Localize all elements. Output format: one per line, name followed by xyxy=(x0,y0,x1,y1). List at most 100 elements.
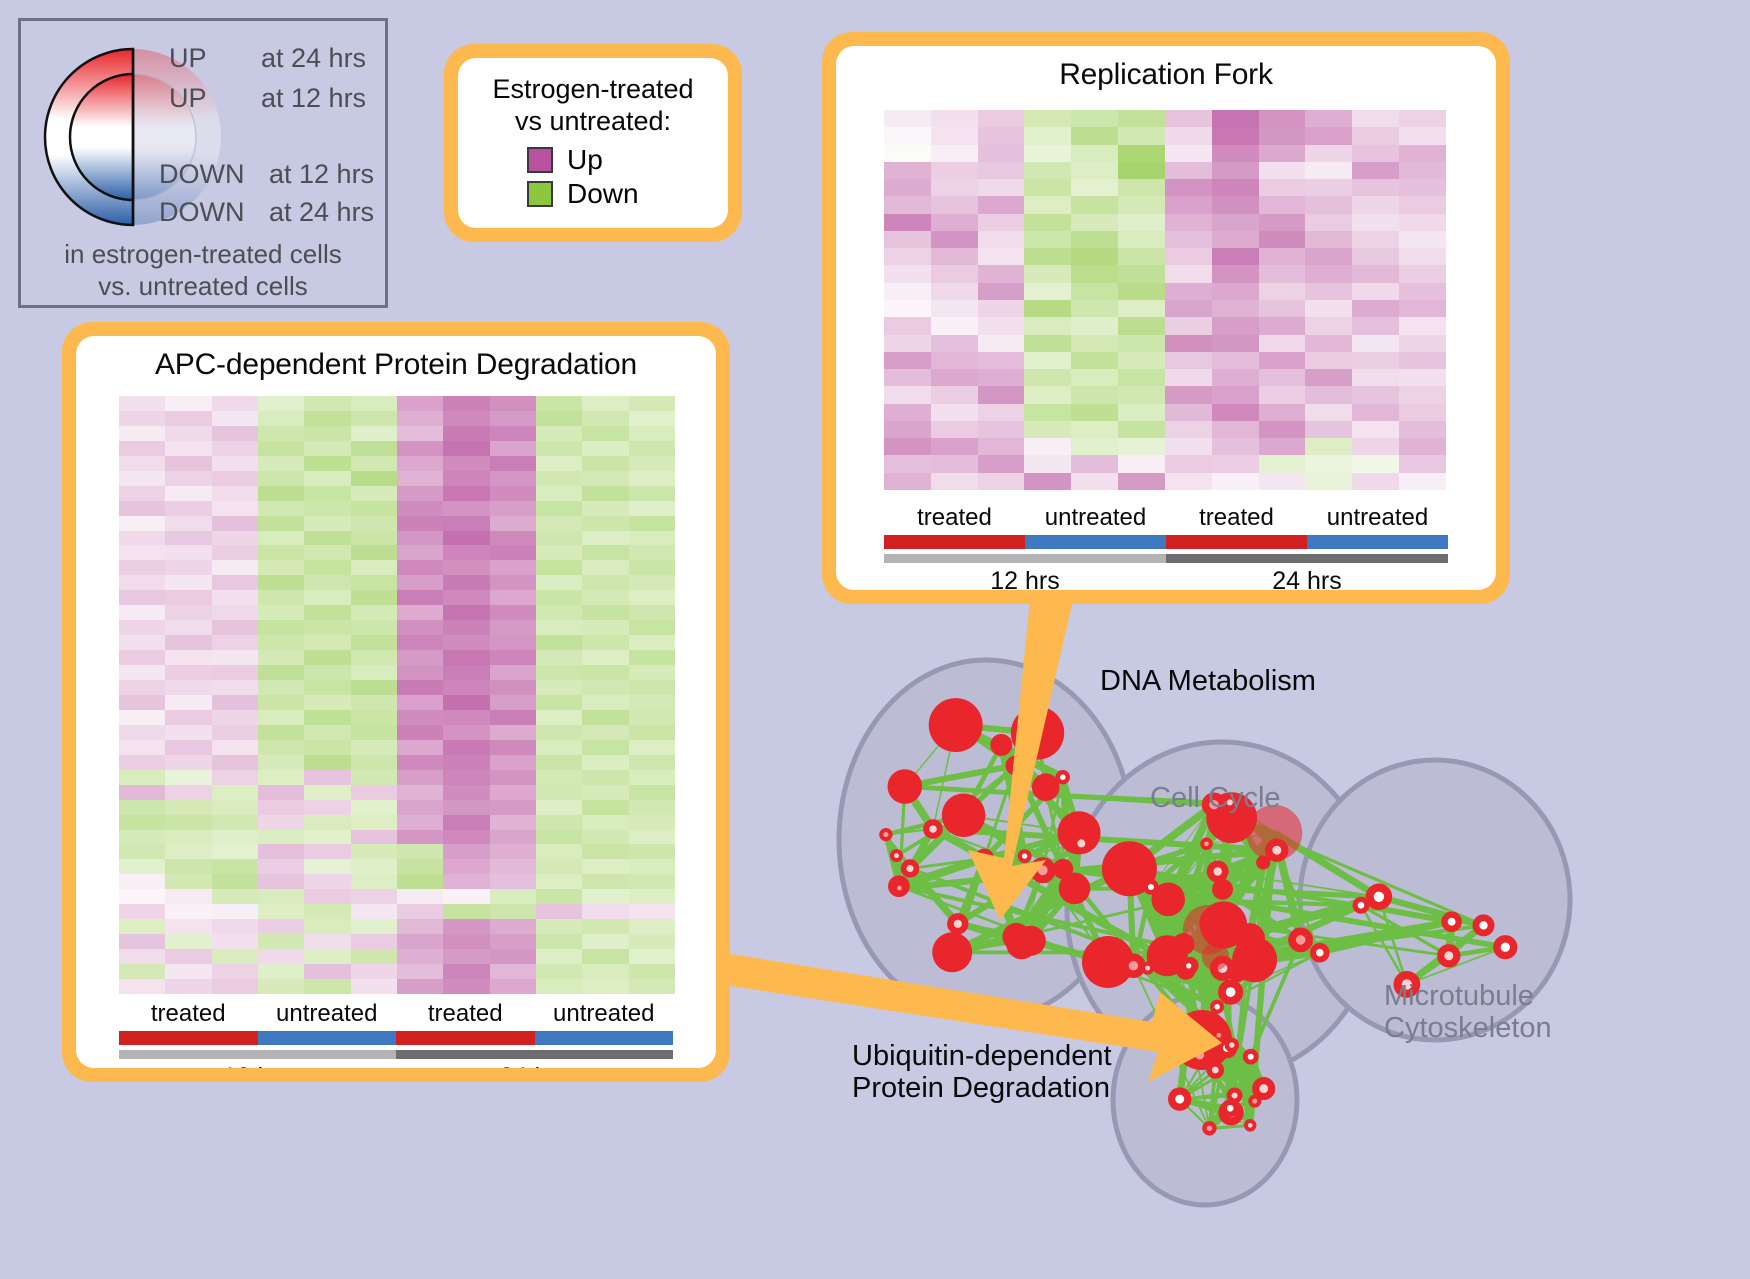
heatmap-cell xyxy=(930,334,978,352)
heatmap-cell xyxy=(396,979,444,994)
heatmap-cell xyxy=(1305,161,1353,180)
heatmap-cell xyxy=(489,784,536,800)
heatmap-cell xyxy=(1071,213,1119,231)
network-node xyxy=(1173,934,1189,951)
heatmap-cell xyxy=(1071,144,1119,162)
heatmap-cell xyxy=(257,934,305,950)
heatmap-cell xyxy=(396,769,444,785)
heatmap-cell xyxy=(304,859,351,875)
heatmap-cell xyxy=(1399,438,1446,456)
heatmap-cell xyxy=(1071,455,1119,473)
heatmap-cell xyxy=(443,724,490,740)
heatmap-cell xyxy=(1164,282,1212,300)
heatmap-cell xyxy=(443,904,490,920)
heatmap-cell xyxy=(1258,230,1306,249)
heatmap-cell xyxy=(582,874,629,890)
heatmap-cell xyxy=(350,934,397,950)
heatmap-cell xyxy=(257,889,305,905)
up-down-legend: Estrogen-treated vs untreated: Up Down xyxy=(444,44,742,242)
heatmap-cell xyxy=(257,440,305,456)
heatmap-cell xyxy=(350,724,397,740)
heatmap-cell xyxy=(119,844,166,860)
network-node xyxy=(1441,911,1462,932)
heatmap-cell xyxy=(1024,265,1072,283)
heatmap-cell xyxy=(489,889,536,905)
axis-treatment-segment xyxy=(119,1031,258,1045)
heatmap-cell xyxy=(930,144,978,162)
heatmap-cell xyxy=(165,530,212,546)
heatmap-cell xyxy=(1399,300,1446,318)
heatmap-cell xyxy=(1352,144,1400,162)
heatmap-cell xyxy=(257,500,305,516)
heatmap-cell xyxy=(1118,455,1165,473)
heatmap-cell xyxy=(1164,144,1212,162)
heatmap-cell xyxy=(257,694,305,710)
heatmap-cell xyxy=(1164,161,1212,180)
heatmap-cell xyxy=(1118,472,1165,490)
heatmap-cell xyxy=(1024,334,1072,352)
heatmap-cell xyxy=(582,919,629,935)
heatmap-cell xyxy=(119,440,166,456)
heatmap-cell xyxy=(443,635,490,651)
heatmap-cell xyxy=(628,440,675,456)
heatmap-cell xyxy=(628,560,675,576)
heatmap-cell xyxy=(1024,282,1072,300)
heatmap-cell xyxy=(1071,196,1119,214)
heatmap-cell xyxy=(628,814,675,830)
heatmap-cell xyxy=(396,904,444,920)
heatmap-cell xyxy=(443,680,490,695)
heatmap-cell xyxy=(443,620,490,636)
heatmap-cell xyxy=(165,575,212,591)
heatmap-cell xyxy=(535,410,583,426)
heatmap-cell xyxy=(304,844,351,860)
heatmap-cell xyxy=(396,620,444,636)
heatmap-cell xyxy=(396,814,444,830)
network-node xyxy=(1029,857,1056,884)
network-label-microtubule-cytoskeleton: Microtubule Cytoskeleton xyxy=(1384,980,1552,1045)
heatmap-cell xyxy=(977,230,1025,249)
heatmap-cell xyxy=(582,814,629,830)
heatmap-cell xyxy=(1258,455,1306,473)
heatmap-cell xyxy=(1305,282,1353,300)
key-time-down-24: at 24 hrs xyxy=(269,197,375,227)
heatmap-cell xyxy=(884,127,931,145)
heatmap-cell xyxy=(119,919,166,935)
heatmap-cell xyxy=(257,799,305,815)
heatmap-cell xyxy=(119,590,166,606)
heatmap-cell xyxy=(535,485,583,501)
heatmap-cell xyxy=(211,500,258,516)
heatmap-cell xyxy=(396,545,444,561)
heatmap-cell xyxy=(165,769,212,785)
heatmap-cell xyxy=(1305,438,1353,456)
heatmap-cell xyxy=(1258,179,1306,197)
heatmap-cell xyxy=(535,859,583,875)
legend-title-line2: vs untreated: xyxy=(514,105,672,136)
heatmap-cell xyxy=(304,829,351,845)
heatmap-cell xyxy=(119,560,166,576)
heatmap-cell xyxy=(628,590,675,606)
heatmap-cell xyxy=(443,530,490,546)
heatmap-cell xyxy=(119,979,166,994)
heatmap-cell xyxy=(211,874,258,890)
heatmap-cell xyxy=(489,530,536,546)
heatmap-cell xyxy=(1352,110,1400,128)
heatmap-cell xyxy=(396,934,444,950)
heatmap-cell xyxy=(628,844,675,860)
heatmap-cell xyxy=(396,635,444,651)
heatmap-cell xyxy=(119,964,166,980)
heatmap-cell xyxy=(165,889,212,905)
heatmap-cell xyxy=(1118,161,1165,180)
heatmap-cell xyxy=(119,829,166,845)
heatmap-cell xyxy=(119,635,166,651)
heatmap-cell xyxy=(582,694,629,710)
heatmap-cell xyxy=(165,440,212,456)
heatmap-cell xyxy=(1071,334,1119,352)
heatmap-cell xyxy=(257,979,305,994)
heatmap-cell xyxy=(1305,265,1353,283)
heatmap-cell xyxy=(211,694,258,710)
network-node xyxy=(1202,1121,1217,1136)
heatmap-cell xyxy=(1352,213,1400,231)
heatmap-cell xyxy=(1071,161,1119,180)
heatmap-cell xyxy=(304,455,351,471)
heatmap-cell xyxy=(489,485,536,501)
